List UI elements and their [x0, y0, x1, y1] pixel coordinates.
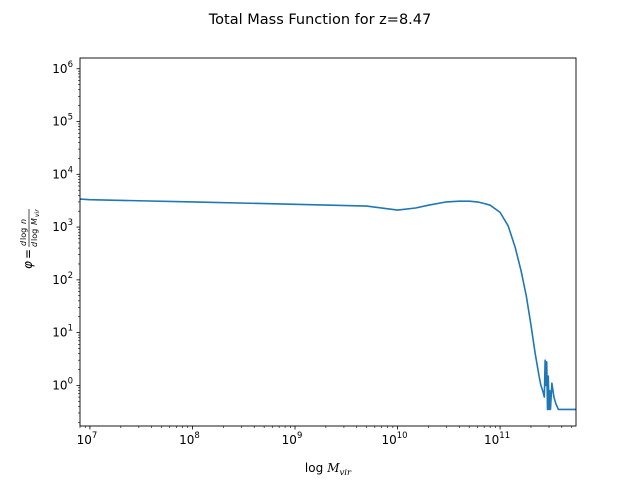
y-axis-label: φ = d log n d log M vir — [19, 209, 41, 269]
svg-text:vir: vir — [34, 209, 41, 217]
svg-text:φ: φ — [21, 261, 35, 269]
svg-text:log: log — [19, 228, 28, 240]
x-tick-label: 1010 — [381, 431, 407, 447]
axes-frame — [79, 57, 577, 427]
x-axis-label: log Mvir — [305, 461, 352, 478]
y-tick-label: 102 — [52, 271, 73, 287]
y-tick-label: 105 — [52, 113, 73, 129]
svg-text:=: = — [21, 249, 35, 259]
svg-text:log: log — [30, 229, 39, 241]
svg-text:n: n — [19, 219, 28, 224]
series-line-0 — [80, 198, 576, 411]
y-tick-label: 100 — [52, 376, 73, 392]
y-tick-label: 104 — [52, 165, 73, 181]
x-tick-label: 1011 — [484, 431, 510, 447]
x-tick-label: 109 — [282, 431, 303, 447]
chart-title: Total Mass Function for z=8.47 — [208, 12, 431, 28]
x-tick-label: 107 — [77, 431, 98, 447]
y-tick-label: 101 — [52, 324, 73, 340]
x-tick-label: 108 — [179, 431, 200, 447]
svg-text:d: d — [19, 240, 28, 246]
plot-area: 107 108 109 1010 1011 100 101 102 103 104 105 106 — [52, 57, 577, 447]
svg-text:M: M — [30, 218, 39, 225]
y-tick-label: 106 — [52, 60, 73, 76]
svg-text:d: d — [30, 241, 39, 247]
y-tick-label: 103 — [52, 218, 73, 234]
